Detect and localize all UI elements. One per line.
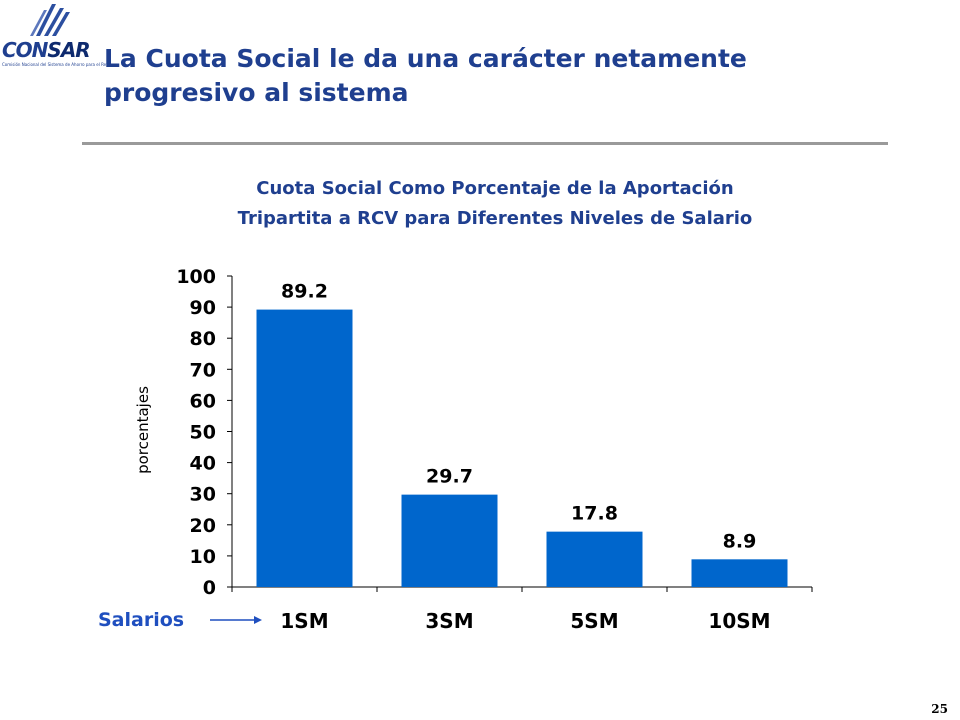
x-axis-label: Salarios [98, 609, 184, 631]
page-title-line-2: progresivo al sistema [104, 78, 409, 107]
chart-title-line-2: Tripartita a RCV para Diferentes Niveles… [237, 208, 753, 229]
page-number: 25 [931, 702, 948, 716]
x-tick-label-1sm: 1SM [280, 609, 328, 633]
bar-1sm [256, 309, 353, 587]
bar-10sm [691, 559, 788, 587]
y-tick-label: 10 [190, 546, 216, 568]
bar-5sm [546, 531, 643, 587]
y-tick-label: 40 [190, 453, 216, 475]
arrow-right-icon [254, 616, 262, 624]
y-tick-label: 30 [190, 484, 216, 506]
y-tick-label: 60 [190, 390, 216, 412]
consar-logo: CONSAR Comisión Nacional del Sistema de … [0, 0, 113, 80]
y-tick-label: 20 [190, 515, 216, 537]
x-tick-label-3sm: 3SM [425, 609, 473, 633]
page-title: La Cuota Social le da una carácter netam… [104, 42, 864, 110]
x-tick-label-10sm: 10SM [708, 609, 770, 633]
chart-title: Cuota Social Como Porcentaje de la Aport… [100, 174, 890, 234]
y-axis-label: porcentajes [134, 386, 152, 474]
title-divider [82, 142, 888, 145]
data-label-3sm: 29.7 [426, 466, 473, 488]
bar-3sm [401, 494, 498, 587]
x-tick-label-5sm: 5SM [570, 609, 618, 633]
consar-logo-mark [30, 4, 70, 36]
data-label-5sm: 17.8 [571, 503, 618, 525]
page-title-line-1: La Cuota Social le da una carácter netam… [104, 44, 747, 73]
data-label-1sm: 89.2 [281, 281, 328, 303]
y-tick-label: 50 [190, 422, 216, 444]
y-tick-label: 70 [190, 359, 216, 381]
y-tick-label: 100 [176, 266, 216, 288]
data-label-10sm: 8.9 [723, 530, 757, 552]
logo-subtitle: Comisión Nacional del Sistema de Ahorro … [2, 62, 113, 67]
y-tick-label: 90 [190, 297, 216, 319]
y-tick-label: 80 [190, 328, 216, 350]
chart-title-line-1: Cuota Social Como Porcentaje de la Aport… [256, 178, 734, 199]
logo-wordmark: CONSAR [2, 38, 91, 62]
y-tick-label: 0 [203, 577, 216, 599]
